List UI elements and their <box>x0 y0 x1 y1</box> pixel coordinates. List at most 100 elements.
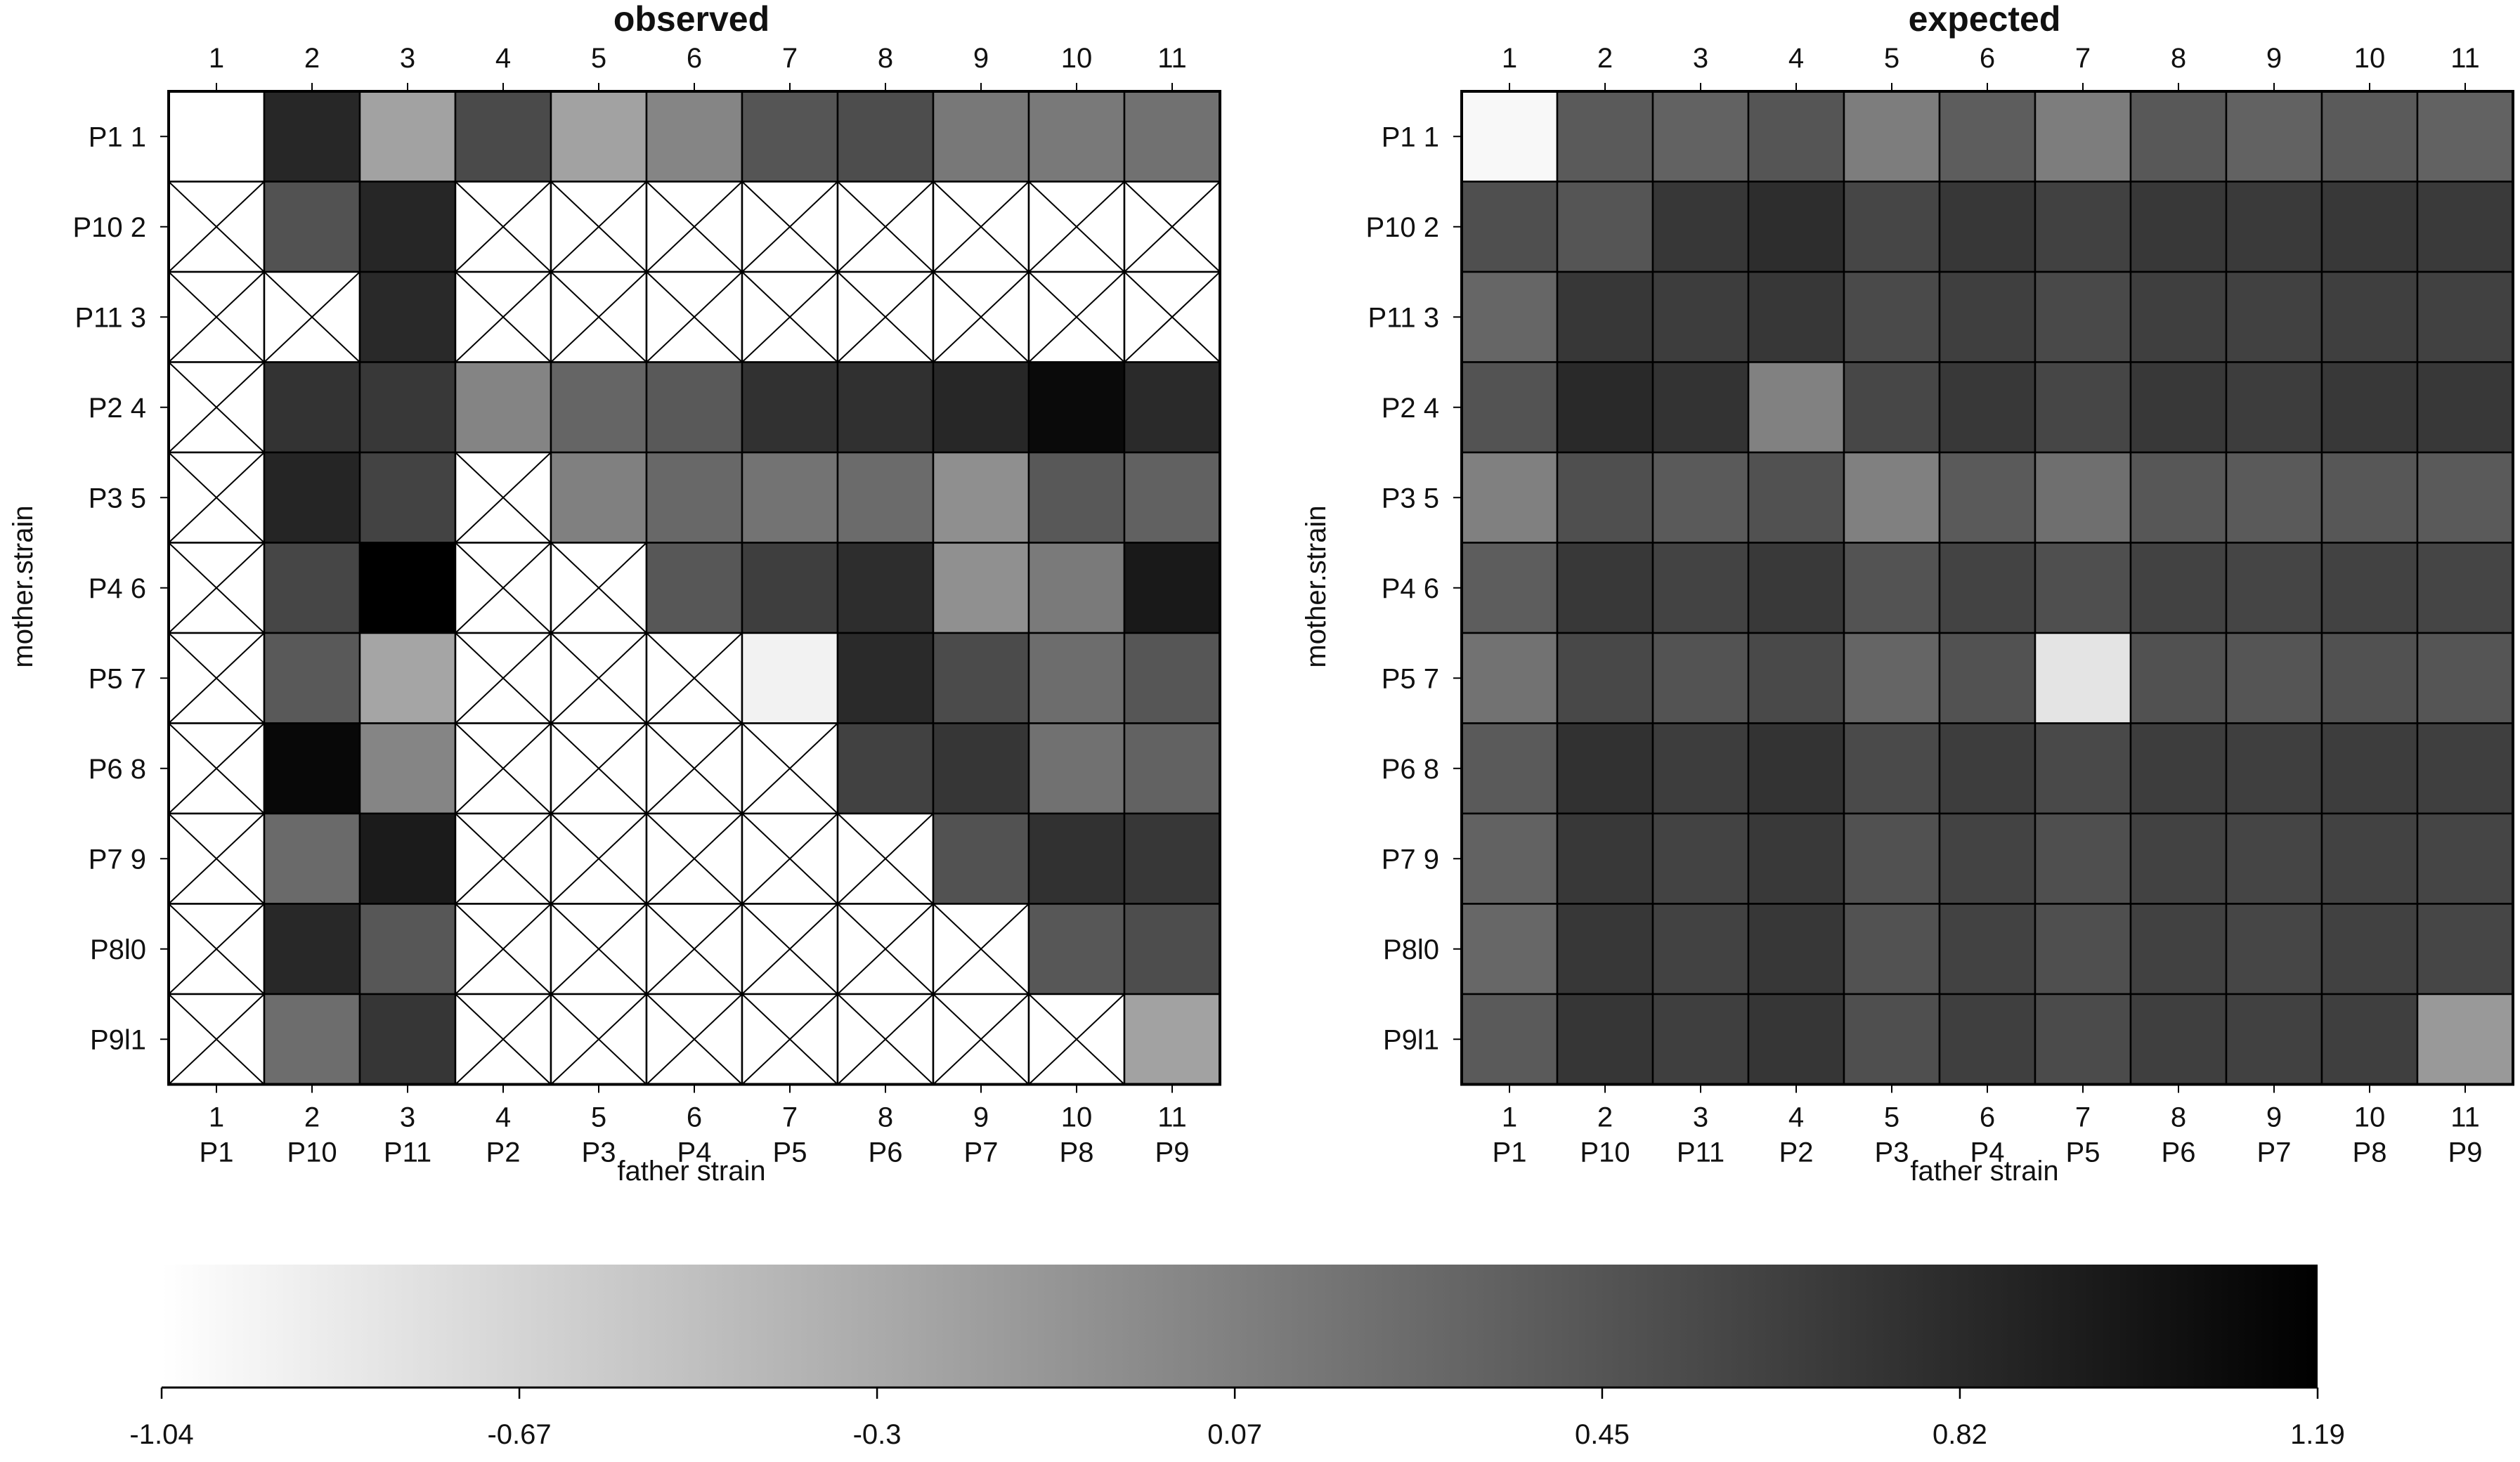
heatmap-cell <box>932 361 1030 454</box>
heatmap-cell <box>1460 632 1559 724</box>
missing-cell-cross <box>168 632 265 724</box>
heatmap-cell <box>550 90 648 183</box>
heatmap-cell <box>2034 632 2132 724</box>
heatmap-cell <box>2034 451 2132 544</box>
panel-0-bottom-tick-number: 4 <box>495 1102 511 1133</box>
missing-cell-cross <box>741 993 838 1085</box>
heatmap-cell <box>358 903 457 996</box>
panel-0-bottom-strain-label: P7 <box>964 1137 999 1168</box>
panel-1-bottom-strain-label: P4 <box>1970 1137 2005 1168</box>
missing-cell-cross <box>550 813 647 905</box>
heatmap-cell <box>645 451 743 544</box>
heatmap-cell <box>1843 542 1941 634</box>
observed-y-axis-label: mother.strain <box>8 505 39 667</box>
missing-cell-cross <box>646 271 743 363</box>
heatmap-cell <box>1651 812 1750 905</box>
heatmap-cell <box>1123 993 1221 1085</box>
heatmap-cell <box>1747 270 1845 363</box>
heatmap-cell <box>358 361 457 454</box>
panel-0-bottom-strain-label: P9 <box>1155 1137 1190 1168</box>
heatmap-cell <box>2129 542 2228 634</box>
heatmap-cell <box>358 812 457 905</box>
heatmap-cell <box>2034 270 2132 363</box>
panel-0-bottom-strain-label: P3 <box>582 1137 616 1168</box>
heatmap-cell <box>1651 451 1750 544</box>
panel-1-top-tick-label: 5 <box>1884 43 1899 74</box>
panel-0-bottom-tick-number: 7 <box>782 1102 798 1133</box>
heatmap-cell <box>1556 361 1654 454</box>
heatmap-cell <box>1123 90 1221 183</box>
panel-1-top-tick-label: 8 <box>2171 43 2186 74</box>
heatmap-cell <box>1651 361 1750 454</box>
heatmap-cell <box>1027 812 1126 905</box>
heatmap-cell <box>1651 993 1750 1085</box>
heatmap-cell <box>1460 812 1559 905</box>
heatmap-cell <box>932 90 1030 183</box>
heatmap-cell <box>2416 361 2514 454</box>
missing-cell-cross <box>837 271 934 363</box>
heatmap-cell <box>741 542 839 634</box>
panel-1-bottom-strain-label: P6 <box>2162 1137 2196 1168</box>
heatmap-cell <box>2416 90 2514 183</box>
heatmap-cell <box>358 722 457 815</box>
heatmap-cell <box>2320 993 2419 1085</box>
heatmap-cell <box>1556 632 1654 724</box>
panel-1-bottom-tick-number: 5 <box>1884 1102 1899 1133</box>
panel-0-top-tick-label: 6 <box>687 43 702 74</box>
missing-cell-cross <box>550 903 647 995</box>
panel-1-bottom-tick-number: 2 <box>1597 1102 1613 1133</box>
color-scale-tick-label: 0.82 <box>1933 1419 1987 1450</box>
heatmap-cell <box>932 722 1030 815</box>
missing-cell-cross <box>550 632 647 724</box>
missing-cell-cross <box>1028 271 1125 363</box>
heatmap-cell <box>1843 451 1941 544</box>
panel-1-bottom-tick-number: 11 <box>2450 1102 2480 1133</box>
heatmap-cell <box>741 90 839 183</box>
heatmap-cell <box>741 451 839 544</box>
observed-panel: observed father strain mother.strain 11P… <box>8 0 1221 1187</box>
heatmap-cell <box>645 361 743 454</box>
panel-0-bottom-tick-number: 6 <box>687 1102 702 1133</box>
heatmap-cell <box>1938 90 2037 183</box>
missing-cell-cross <box>168 181 265 273</box>
panel-1-row-label: P1 1 <box>1382 122 1439 152</box>
heatmap-cell <box>1651 270 1750 363</box>
panel-0-bottom-tick-number: 1 <box>209 1102 224 1133</box>
panel-1-bottom-strain-label: P8 <box>2353 1137 2387 1168</box>
heatmap-cell <box>2320 812 2419 905</box>
heatmap-cell <box>1460 903 1559 996</box>
color-scale-tick-label: 0.45 <box>1575 1419 1630 1450</box>
heatmap-cell <box>1938 812 2037 905</box>
heatmap-cell <box>358 270 457 363</box>
missing-cell-cross <box>168 903 265 995</box>
missing-cell-cross <box>550 542 647 634</box>
heatmap-cell <box>1027 542 1126 634</box>
heatmap-cell <box>2129 361 2228 454</box>
expected-x-axis-label: father strain <box>1910 1156 2058 1187</box>
heatmap-cell <box>2129 90 2228 183</box>
heatmap-cell <box>1938 632 2037 724</box>
panel-1-row-label: P5 7 <box>1382 663 1439 694</box>
panel-1-bottom-strain-label: P1 <box>1493 1137 1527 1168</box>
missing-cell-cross <box>455 271 552 363</box>
panel-0-bottom-strain-label: P6 <box>869 1137 903 1168</box>
missing-cell-cross <box>1028 181 1125 273</box>
heatmap-cell <box>550 451 648 544</box>
heatmap-cell <box>358 632 457 724</box>
missing-cell-cross <box>168 993 265 1085</box>
heatmap-cell <box>1123 722 1221 815</box>
panel-1-bottom-strain-label: P2 <box>1779 1137 1814 1168</box>
heatmap-cell <box>263 90 361 183</box>
heatmap-cell <box>2129 993 2228 1085</box>
color-scale-tick-label: -0.67 <box>487 1419 551 1450</box>
panel-1-bottom-strain-label: P5 <box>2066 1137 2100 1168</box>
heatmap-cell <box>1747 542 1845 634</box>
heatmap-cell <box>550 361 648 454</box>
heatmap-cell <box>2416 542 2514 634</box>
expected-panel: expected father strain mother.strain 11P… <box>1301 0 2514 1187</box>
missing-cell-cross <box>646 993 743 1085</box>
heatmap-cell <box>2034 90 2132 183</box>
heatmap-cell <box>645 90 743 183</box>
missing-cell-cross <box>837 181 934 273</box>
heatmap-cell <box>2034 181 2132 273</box>
